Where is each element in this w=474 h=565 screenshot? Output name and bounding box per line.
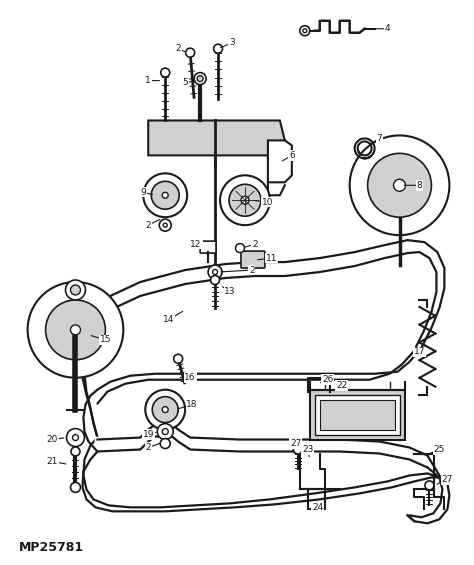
FancyBboxPatch shape bbox=[200, 241, 216, 253]
Text: 3: 3 bbox=[229, 38, 235, 47]
Circle shape bbox=[145, 390, 185, 429]
Circle shape bbox=[300, 26, 310, 36]
Text: 2: 2 bbox=[146, 443, 151, 452]
Circle shape bbox=[71, 447, 80, 456]
Circle shape bbox=[425, 481, 434, 490]
Text: 15: 15 bbox=[100, 336, 111, 344]
Circle shape bbox=[241, 196, 249, 204]
Circle shape bbox=[210, 276, 219, 285]
Circle shape bbox=[71, 325, 81, 335]
Text: 21: 21 bbox=[47, 457, 58, 466]
Circle shape bbox=[160, 438, 170, 449]
Circle shape bbox=[393, 179, 405, 192]
Circle shape bbox=[159, 219, 171, 231]
Text: 20: 20 bbox=[47, 435, 58, 444]
Circle shape bbox=[66, 429, 84, 446]
Circle shape bbox=[350, 136, 449, 235]
Circle shape bbox=[151, 181, 179, 209]
Text: 9: 9 bbox=[140, 188, 146, 197]
Text: 14: 14 bbox=[163, 315, 174, 324]
Circle shape bbox=[197, 76, 203, 81]
Circle shape bbox=[161, 68, 170, 77]
FancyBboxPatch shape bbox=[310, 390, 404, 440]
Text: 12: 12 bbox=[191, 240, 202, 249]
Text: 26: 26 bbox=[322, 375, 333, 384]
Polygon shape bbox=[268, 141, 292, 182]
Circle shape bbox=[152, 397, 178, 423]
Text: 18: 18 bbox=[186, 400, 198, 409]
Text: 23: 23 bbox=[302, 445, 313, 454]
Circle shape bbox=[162, 407, 168, 412]
Text: 24: 24 bbox=[312, 503, 323, 512]
Circle shape bbox=[212, 270, 218, 275]
FancyBboxPatch shape bbox=[241, 251, 265, 268]
FancyBboxPatch shape bbox=[320, 399, 394, 429]
Circle shape bbox=[65, 280, 85, 300]
Text: 7: 7 bbox=[377, 134, 383, 143]
Circle shape bbox=[214, 44, 222, 53]
Circle shape bbox=[368, 153, 431, 217]
Text: 10: 10 bbox=[262, 198, 273, 207]
Text: 6: 6 bbox=[289, 151, 295, 160]
Circle shape bbox=[163, 223, 167, 227]
Text: 2: 2 bbox=[252, 240, 258, 249]
Circle shape bbox=[208, 265, 222, 279]
Text: 2: 2 bbox=[146, 221, 151, 229]
FancyBboxPatch shape bbox=[315, 395, 400, 434]
Text: 27: 27 bbox=[442, 475, 453, 484]
Circle shape bbox=[162, 429, 168, 434]
Text: 2: 2 bbox=[175, 44, 181, 53]
Text: 17: 17 bbox=[414, 347, 425, 357]
Text: 8: 8 bbox=[417, 181, 422, 190]
Circle shape bbox=[194, 73, 206, 85]
Text: 22: 22 bbox=[336, 381, 347, 390]
Text: 5: 5 bbox=[182, 78, 188, 87]
Text: 13: 13 bbox=[224, 288, 236, 297]
Text: 4: 4 bbox=[385, 24, 391, 33]
Text: 1: 1 bbox=[146, 76, 151, 85]
Text: 27: 27 bbox=[290, 439, 301, 448]
Circle shape bbox=[71, 483, 81, 492]
Circle shape bbox=[303, 29, 307, 33]
Circle shape bbox=[186, 48, 195, 57]
Circle shape bbox=[46, 300, 105, 360]
Text: 11: 11 bbox=[266, 254, 278, 263]
Text: 16: 16 bbox=[184, 373, 196, 382]
Circle shape bbox=[220, 175, 270, 225]
Circle shape bbox=[173, 354, 182, 363]
Text: 19: 19 bbox=[143, 430, 154, 439]
Text: 25: 25 bbox=[434, 445, 445, 454]
Circle shape bbox=[162, 192, 168, 198]
Text: MP25781: MP25781 bbox=[18, 541, 84, 554]
Circle shape bbox=[293, 445, 302, 454]
Circle shape bbox=[27, 282, 123, 378]
Circle shape bbox=[236, 244, 245, 253]
Circle shape bbox=[157, 424, 173, 440]
Circle shape bbox=[143, 173, 187, 217]
Circle shape bbox=[229, 184, 261, 216]
Circle shape bbox=[71, 285, 81, 295]
Text: 2: 2 bbox=[249, 266, 255, 275]
Polygon shape bbox=[148, 120, 285, 155]
Circle shape bbox=[73, 434, 79, 441]
